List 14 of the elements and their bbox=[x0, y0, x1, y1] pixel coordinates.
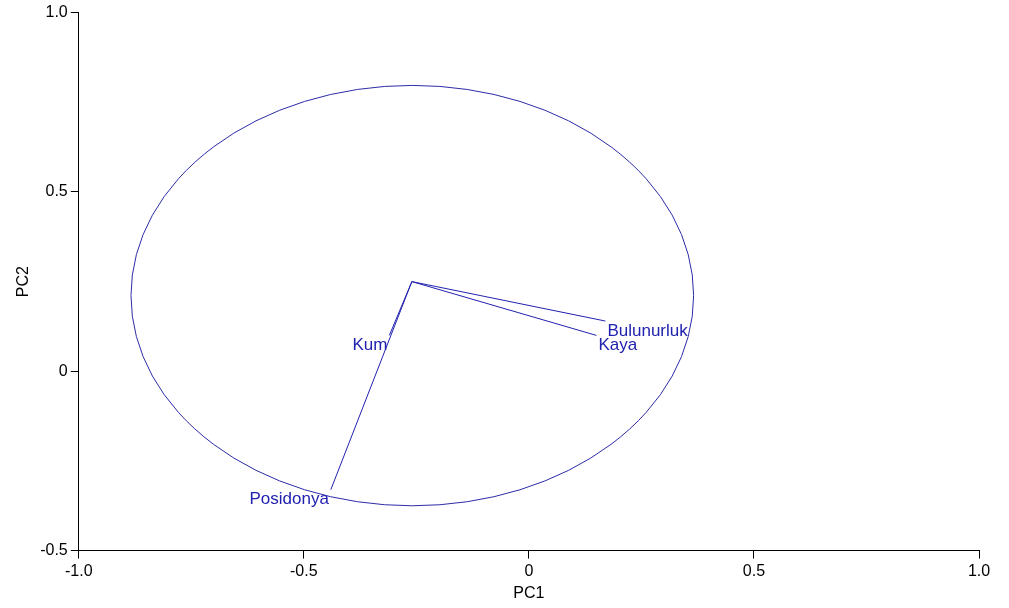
x-axis-title: PC1 bbox=[513, 583, 545, 601]
x-tick-label: -0.5 bbox=[290, 561, 318, 579]
y-tick-label: 1.0 bbox=[45, 3, 68, 21]
series-label: Kum bbox=[352, 335, 388, 355]
x-tick-label: 1.0 bbox=[967, 561, 991, 579]
y-axis-title: PC2 bbox=[14, 265, 32, 298]
x-tick-label: 0 bbox=[524, 561, 534, 579]
y-tick-label: -0.5 bbox=[40, 541, 68, 559]
y-tick-label: 0 bbox=[58, 361, 68, 379]
x-tick-label: 0.5 bbox=[742, 561, 766, 579]
x-tick-label: -1.0 bbox=[64, 561, 93, 579]
series-label: Posidonya bbox=[249, 489, 330, 509]
y-tick-label: 0.5 bbox=[45, 182, 68, 200]
series-label: Kaya bbox=[598, 335, 638, 355]
